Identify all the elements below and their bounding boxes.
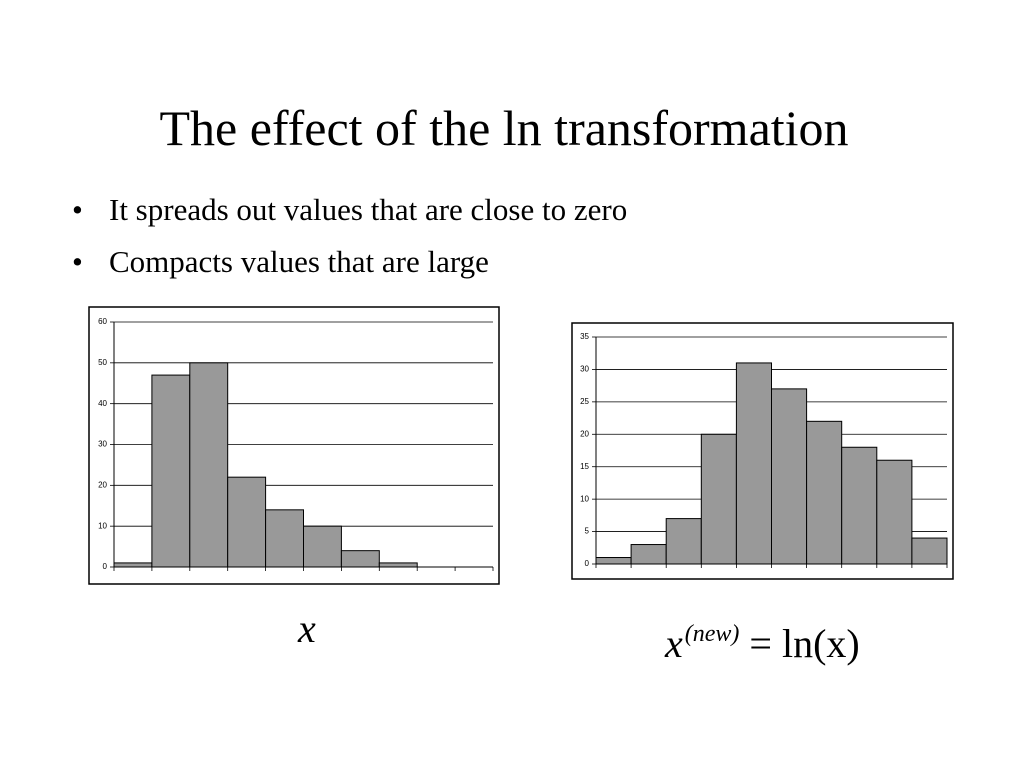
y-tick-label: 30 xyxy=(98,440,107,449)
bar xyxy=(771,388,808,565)
y-tick-label: 20 xyxy=(580,429,589,438)
bullet: It spreads out values that are close to … xyxy=(109,192,627,227)
bar xyxy=(378,562,418,568)
y-tick-label: 0 xyxy=(585,559,590,568)
bar xyxy=(876,459,913,565)
bar xyxy=(303,525,342,568)
y-tick-label: 10 xyxy=(98,521,107,530)
y-tick-label: 30 xyxy=(580,365,589,374)
slide-title: The effect of the ln transformation xyxy=(159,100,848,156)
bar xyxy=(189,362,229,568)
caption-equation: = ln(x) xyxy=(749,621,859,666)
y-tick-label: 60 xyxy=(98,317,107,326)
bar xyxy=(340,550,380,568)
bullet: Compacts values that are large xyxy=(109,244,489,279)
y-tick-label: 10 xyxy=(580,494,589,503)
bar xyxy=(227,476,267,568)
bar xyxy=(265,509,305,568)
caption-variable: x xyxy=(297,606,316,651)
bar xyxy=(151,374,191,568)
caption-variable: x xyxy=(664,621,683,666)
y-tick-label: 25 xyxy=(580,397,589,406)
bar xyxy=(841,446,878,565)
y-tick-label: 15 xyxy=(580,462,589,471)
bar xyxy=(700,433,737,565)
y-tick-label: 35 xyxy=(580,332,589,341)
y-tick-label: 20 xyxy=(98,480,107,489)
bullet-dot: • xyxy=(72,192,83,227)
y-tick-label: 40 xyxy=(98,399,107,408)
caption: x(new) = ln(x) xyxy=(664,621,860,666)
bar xyxy=(595,557,632,565)
bar xyxy=(735,362,773,565)
caption-superscript: (new) xyxy=(685,621,740,647)
bullet-dot: • xyxy=(72,244,83,279)
bar xyxy=(630,544,667,565)
bar xyxy=(113,562,153,568)
caption: x xyxy=(297,606,316,651)
bar xyxy=(911,537,948,565)
y-tick-label: 5 xyxy=(585,527,590,536)
y-tick-label: 50 xyxy=(98,358,107,367)
bar xyxy=(665,518,702,565)
bar xyxy=(806,420,843,565)
y-tick-label: 0 xyxy=(103,562,108,571)
